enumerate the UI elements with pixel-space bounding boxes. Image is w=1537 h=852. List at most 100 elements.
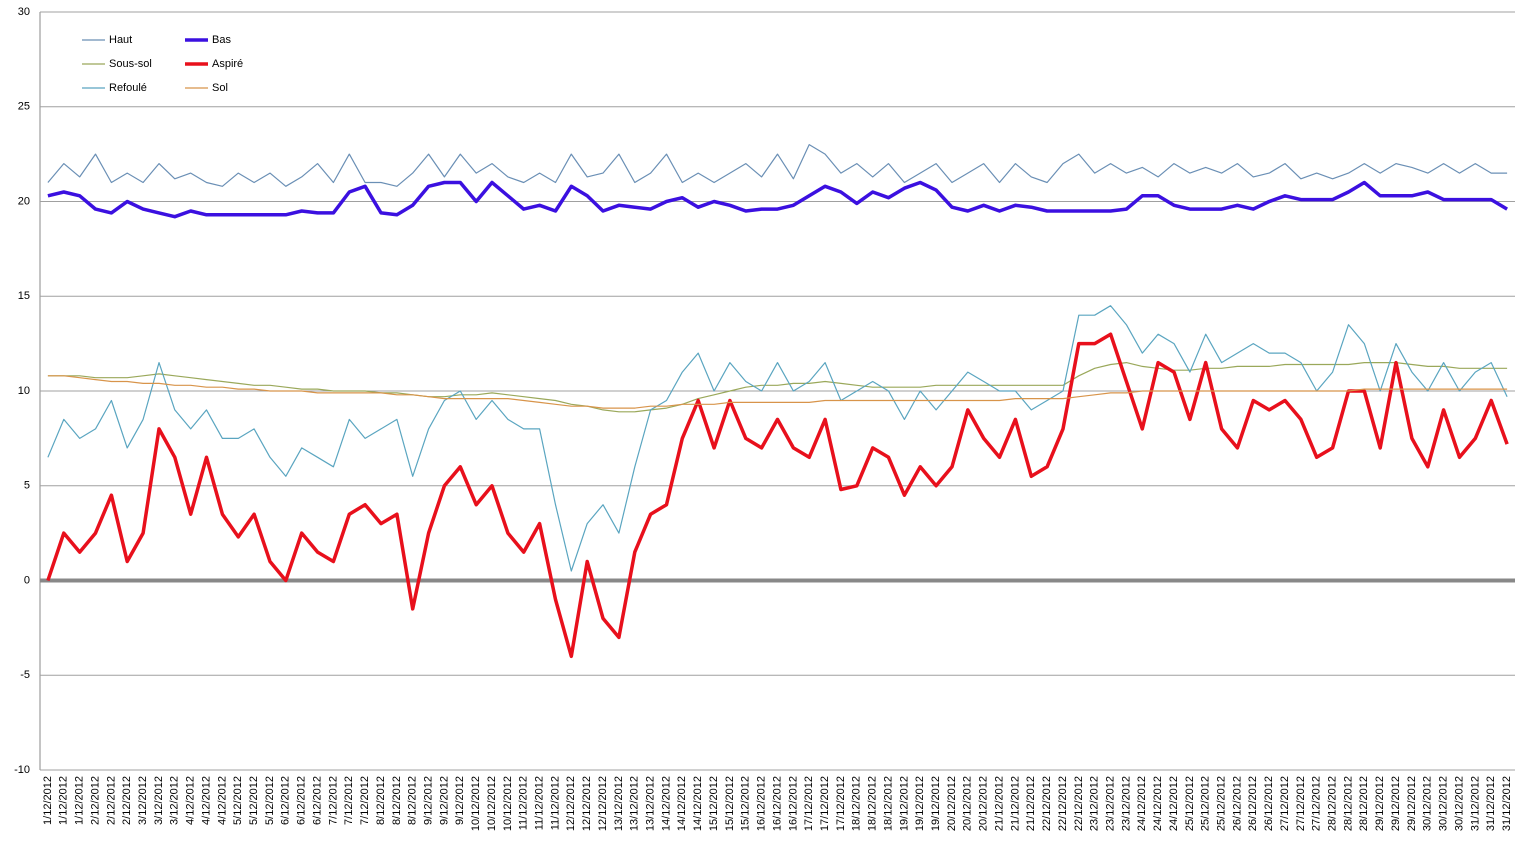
x-tick-label: 9/12/2012 [422, 776, 434, 825]
x-tick-label: 19/12/2012 [930, 776, 942, 831]
legend-label: Haut [109, 34, 132, 46]
x-tick-label: 24/12/2012 [1152, 776, 1164, 831]
x-tick-label: 30/12/2012 [1422, 776, 1434, 831]
x-tick-label: 15/12/2012 [724, 776, 736, 831]
x-tick-label: 28/12/2012 [1358, 776, 1370, 831]
y-tick-label: -10 [14, 764, 30, 776]
x-tick-label: 29/12/2012 [1390, 776, 1402, 831]
x-tick-label: 3/12/2012 [137, 776, 149, 825]
y-tick-label: 15 [18, 290, 30, 302]
legend-label: Sol [212, 82, 228, 94]
series-line [47, 305, 1508, 572]
x-tick-label: 17/12/2012 [819, 776, 831, 831]
x-tick-label: 14/12/2012 [692, 776, 704, 831]
x-tick-label: 18/12/2012 [882, 776, 894, 831]
x-tick-label: 2/12/2012 [89, 776, 101, 825]
x-tick-label: 10/12/2012 [470, 776, 482, 831]
x-tick-label: 13/12/2012 [645, 776, 657, 831]
x-tick-label: 16/12/2012 [787, 776, 799, 831]
x-tick-label: 8/12/2012 [407, 776, 419, 825]
x-tick-label: 20/12/2012 [946, 776, 958, 831]
x-tick-label: 15/12/2012 [708, 776, 720, 831]
x-tick-label: 25/12/2012 [1200, 776, 1212, 831]
x-tick-label: 26/12/2012 [1247, 776, 1259, 831]
x-tick-label: 27/12/2012 [1279, 776, 1291, 831]
x-tick-label: 14/12/2012 [660, 776, 672, 831]
x-tick-label: 19/12/2012 [914, 776, 926, 831]
x-tick-label: 3/12/2012 [153, 776, 165, 825]
x-tick-label: 2/12/2012 [121, 776, 133, 825]
x-tick-label: 22/12/2012 [1041, 776, 1053, 831]
y-tick-label: 10 [18, 385, 30, 397]
x-tick-label: 24/12/2012 [1168, 776, 1180, 831]
x-tick-label: 8/12/2012 [391, 776, 403, 825]
x-tick-label: 27/12/2012 [1295, 776, 1307, 831]
legend-label: Aspiré [212, 58, 243, 70]
x-tick-label: 12/12/2012 [597, 776, 609, 831]
x-tick-label: 31/12/2012 [1485, 776, 1497, 831]
x-tick-label: 23/12/2012 [1104, 776, 1116, 831]
x-tick-label: 4/12/2012 [200, 776, 212, 825]
x-tick-label: 4/12/2012 [216, 776, 228, 825]
x-tick-label: 1/12/2012 [42, 776, 54, 825]
x-tick-label: 24/12/2012 [1136, 776, 1148, 831]
x-tick-label: 21/12/2012 [1009, 776, 1021, 831]
x-tick-label: 17/12/2012 [835, 776, 847, 831]
x-tick-label: 29/12/2012 [1374, 776, 1386, 831]
x-tick-label: 30/12/2012 [1453, 776, 1465, 831]
x-tick-label: 21/12/2012 [1025, 776, 1037, 831]
x-tick-label: 11/12/2012 [549, 776, 561, 830]
x-tick-label: 23/12/2012 [1089, 776, 1101, 831]
x-tick-label: 22/12/2012 [1057, 776, 1069, 831]
legend-label: Sous-sol [109, 58, 152, 70]
x-tick-label: 6/12/2012 [296, 776, 308, 825]
x-tick-label: 7/12/2012 [343, 776, 355, 825]
y-tick-label: -5 [20, 669, 30, 681]
series-line [47, 180, 1508, 219]
legend-label: Bas [212, 34, 231, 46]
x-tick-label: 7/12/2012 [359, 776, 371, 825]
series-line [47, 362, 1508, 413]
x-tick-label: 12/12/2012 [581, 776, 593, 831]
x-tick-label: 5/12/2012 [232, 776, 244, 825]
x-tick-label: 7/12/2012 [327, 776, 339, 825]
x-tick-label: 26/12/2012 [1263, 776, 1275, 831]
series-line [47, 144, 1508, 187]
x-tick-label: 11/12/2012 [518, 776, 530, 830]
x-tick-label: 8/12/2012 [375, 776, 387, 825]
x-tick-label: 9/12/2012 [454, 776, 466, 825]
x-tick-label: 16/12/2012 [771, 776, 783, 831]
y-tick-label: 25 [18, 101, 30, 113]
x-tick-label: 5/12/2012 [264, 776, 276, 825]
x-tick-label: 15/12/2012 [740, 776, 752, 831]
x-tick-label: 20/12/2012 [978, 776, 990, 831]
x-tick-label: 10/12/2012 [502, 776, 514, 831]
y-tick-label: 5 [24, 480, 30, 492]
x-tick-label: 18/12/2012 [851, 776, 863, 831]
x-tick-label: 5/12/2012 [248, 776, 260, 825]
x-tick-label: 20/12/2012 [962, 776, 974, 831]
x-tick-label: 6/12/2012 [311, 776, 323, 825]
x-tick-label: 9/12/2012 [438, 776, 450, 825]
x-tick-label: 2/12/2012 [105, 776, 117, 825]
x-tick-label: 10/12/2012 [486, 776, 498, 831]
y-tick-label: 20 [18, 195, 30, 207]
x-tick-label: 29/12/2012 [1406, 776, 1418, 831]
x-tick-label: 19/12/2012 [898, 776, 910, 831]
x-tick-label: 25/12/2012 [1184, 776, 1196, 831]
x-tick-label: 28/12/2012 [1342, 776, 1354, 831]
x-tick-label: 17/12/2012 [803, 776, 815, 831]
x-tick-label: 31/12/2012 [1501, 776, 1513, 831]
legend-label: Refoulé [109, 82, 147, 94]
x-tick-label: 13/12/2012 [613, 776, 625, 831]
x-tick-label: 1/12/2012 [58, 776, 70, 825]
x-tick-label: 27/12/2012 [1311, 776, 1323, 831]
x-tick-label: 22/12/2012 [1073, 776, 1085, 831]
x-tick-label: 21/12/2012 [993, 776, 1005, 831]
series-line [47, 375, 1508, 409]
x-tick-label: 16/12/2012 [756, 776, 768, 831]
x-tick-label: 1/12/2012 [74, 776, 86, 825]
x-tick-label: 25/12/2012 [1215, 776, 1227, 831]
series-line [46, 332, 1509, 659]
x-tick-label: 28/12/2012 [1327, 776, 1339, 831]
